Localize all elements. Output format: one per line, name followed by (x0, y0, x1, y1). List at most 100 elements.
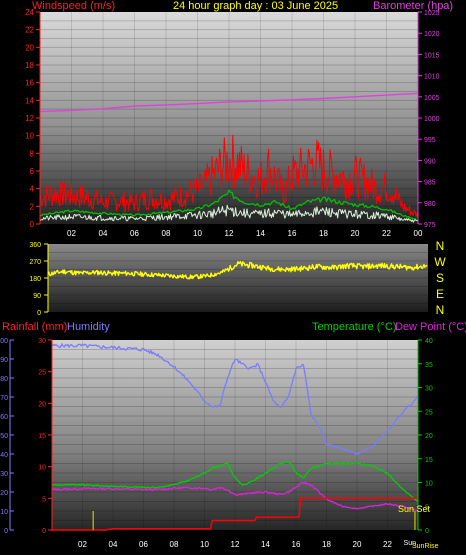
windspeed-axis-title: Windspeed (m/s) (32, 0, 116, 12)
wind-axis-tick-label: 2 (30, 202, 35, 211)
rain-axis-tick-label: 0 (42, 528, 46, 535)
wind-axis-tick-label: 12 (25, 114, 34, 123)
graph-title: 24 hour graph day : 03 June 2025 (173, 0, 339, 12)
barometer-line (39, 92, 419, 113)
temp-axis-tick-label: 0 (425, 528, 429, 535)
rainfall-axis-title: Rainfall (mm) (2, 321, 68, 333)
direction-axis-tick-label: 0 (37, 310, 41, 317)
humidity-axis-tick-label: 40 (0, 452, 8, 459)
temp-x-tick-label: 06 (139, 540, 148, 549)
wind-x-tick-label: 00 (414, 229, 423, 238)
rain-axis-tick-label: 30 (38, 338, 46, 345)
direction-axis-tick-label: 360 (29, 242, 41, 249)
direction-axis-tick-label: 90 (33, 293, 41, 300)
humidity-line (51, 343, 419, 455)
humidity-axis-title: Humidity (67, 321, 110, 333)
baro-axis-tick-label: 1020 (424, 31, 440, 38)
direction-line (47, 260, 428, 280)
baro-axis-tick-label: 1000 (424, 116, 440, 123)
direction-label-w: W (434, 255, 446, 269)
temp-axis-tick-label: 30 (425, 386, 433, 393)
wind-axis-tick-label: 22 (25, 26, 34, 35)
direction-axis-tick-label: 270 (29, 259, 41, 266)
dewpoint-axis-title: Dew Point (°C) (395, 321, 466, 333)
baro-axis-tick-label: 1005 (424, 95, 440, 102)
humidity-axis-tick-label: 60 (0, 414, 8, 421)
temp-x-tick-label: 08 (170, 540, 179, 549)
temperature-line (51, 460, 419, 502)
wind-x-tick-label: 20 (351, 229, 360, 238)
temp-axis-tick-label: 15 (425, 457, 433, 464)
wind-axis-tick-label: 20 (25, 43, 34, 52)
wind-axis-tick-label: 24 (25, 8, 34, 17)
wind-x-tick-label: 06 (130, 229, 139, 238)
baro-axis-tick-label: 990 (424, 158, 436, 165)
baro-axis-tick-label: 980 (424, 201, 436, 208)
temp-x-tick-label: 18 (322, 540, 331, 549)
temp-x-tick-label: 14 (261, 540, 270, 549)
dewpoint-line (51, 481, 419, 512)
rainfall-line (52, 497, 418, 531)
temperature-axis-title: Temperature (°C) (312, 321, 397, 333)
wind-x-tick-label: 16 (288, 229, 297, 238)
wind-axis-tick-label: 6 (30, 167, 35, 176)
temp-x-tick-label: Sun (404, 540, 417, 547)
wind-axis-tick-label: 8 (30, 149, 35, 158)
humidity-axis-tick-label: 100 (0, 338, 8, 345)
temp-x-tick-label: 04 (109, 540, 118, 549)
temp-axis-tick-label: 5 (425, 504, 429, 511)
temp-x-tick-label: 20 (353, 540, 362, 549)
temp-axis-tick-label: 20 (425, 433, 433, 440)
wind-line (39, 204, 419, 223)
sunset-label: Sun Set (398, 504, 431, 514)
temp-x-tick-label: 22 (383, 540, 392, 549)
humidity-axis-tick-label: 20 (0, 490, 8, 497)
wind-axis-tick-label: 16 (25, 79, 34, 88)
temp-axis-tick-label: 10 (425, 481, 433, 488)
average-wind-line (40, 189, 417, 220)
direction-axis-tick-label: 180 (29, 276, 41, 283)
wind-x-tick-label: 12 (225, 229, 234, 238)
gust-line (39, 134, 419, 219)
humidity-axis-tick-label: 30 (0, 471, 8, 478)
temp-x-tick-label: 10 (200, 540, 209, 549)
temp-x-tick-label: 02 (78, 540, 87, 549)
wind-x-tick-label: 08 (162, 229, 171, 238)
humidity-axis-tick-label: 50 (0, 433, 8, 440)
baro-axis-tick-label: 995 (424, 137, 436, 144)
temp-axis-tick-label: 25 (425, 409, 433, 416)
wind-axis-tick-label: 10 (25, 132, 34, 141)
humidity-axis-tick-label: 0 (4, 528, 8, 535)
rain-axis-tick-label: 25 (38, 370, 46, 377)
wind-x-tick-label: 18 (319, 229, 328, 238)
temp-x-tick-label: 16 (292, 540, 301, 549)
direction-label-e: E (435, 287, 444, 301)
baro-axis-tick-label: 1015 (424, 52, 440, 59)
baro-axis-tick-label: 975 (424, 222, 436, 229)
rain-axis-tick-label: 10 (38, 465, 46, 472)
direction-plot-area (48, 244, 428, 312)
rain-axis-tick-label: 20 (38, 401, 46, 408)
wind-axis-tick-label: 18 (25, 61, 34, 70)
wind-axis-tick-label: 4 (30, 185, 35, 194)
direction-label-n-top: N (435, 239, 445, 253)
humidity-axis-tick-label: 70 (0, 395, 8, 402)
wind-x-tick-label: 02 (67, 229, 76, 238)
humidity-axis-tick-label: 90 (0, 357, 8, 364)
barometer-axis-title: Barometer (hpa) (373, 0, 454, 12)
sunrise-label: SunRise (412, 543, 439, 550)
rain-axis-tick-label: 15 (38, 433, 46, 440)
baro-axis-tick-label: 985 (424, 180, 436, 187)
wind-plot-area (40, 12, 418, 224)
wind-x-tick-label: 04 (99, 229, 108, 238)
wind-x-tick-label: 14 (256, 229, 265, 238)
wind-axis-tick-label: 0 (30, 220, 35, 229)
direction-label-s: S (435, 271, 444, 285)
rain-axis-tick-label: 5 (42, 496, 46, 503)
humidity-axis-tick-label: 10 (0, 509, 8, 516)
temp-axis-tick-label: 35 (425, 362, 433, 369)
wind-x-tick-label: 22 (382, 229, 391, 238)
wind-axis-tick-label: 14 (25, 96, 34, 105)
